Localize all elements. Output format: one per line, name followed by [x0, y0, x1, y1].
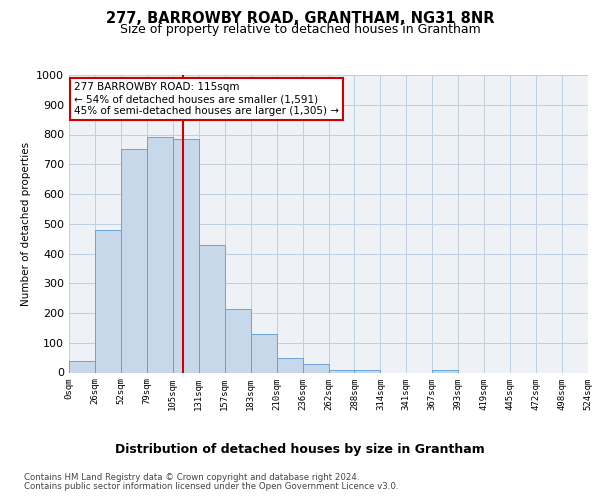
Text: 277 BARROWBY ROAD: 115sqm
← 54% of detached houses are smaller (1,591)
45% of se: 277 BARROWBY ROAD: 115sqm ← 54% of detac… [74, 82, 339, 116]
Bar [225, 308, 251, 372]
Bar [433, 370, 458, 372]
Text: Size of property relative to detached houses in Grantham: Size of property relative to detached ho… [119, 22, 481, 36]
Bar [69, 360, 95, 372]
Bar [277, 358, 302, 372]
Bar [199, 244, 224, 372]
Text: Distribution of detached houses by size in Grantham: Distribution of detached houses by size … [115, 442, 485, 456]
Y-axis label: Number of detached properties: Number of detached properties [20, 142, 31, 306]
Bar [147, 138, 173, 372]
Text: 277, BARROWBY ROAD, GRANTHAM, NG31 8NR: 277, BARROWBY ROAD, GRANTHAM, NG31 8NR [106, 11, 494, 26]
Bar [251, 334, 277, 372]
Text: Contains HM Land Registry data © Crown copyright and database right 2024.: Contains HM Land Registry data © Crown c… [24, 472, 359, 482]
Bar [173, 139, 199, 372]
Text: Contains public sector information licensed under the Open Government Licence v3: Contains public sector information licen… [24, 482, 398, 491]
Bar [302, 364, 329, 372]
Bar [95, 230, 121, 372]
Bar [121, 150, 147, 372]
Bar [329, 370, 355, 372]
Bar [355, 370, 380, 372]
